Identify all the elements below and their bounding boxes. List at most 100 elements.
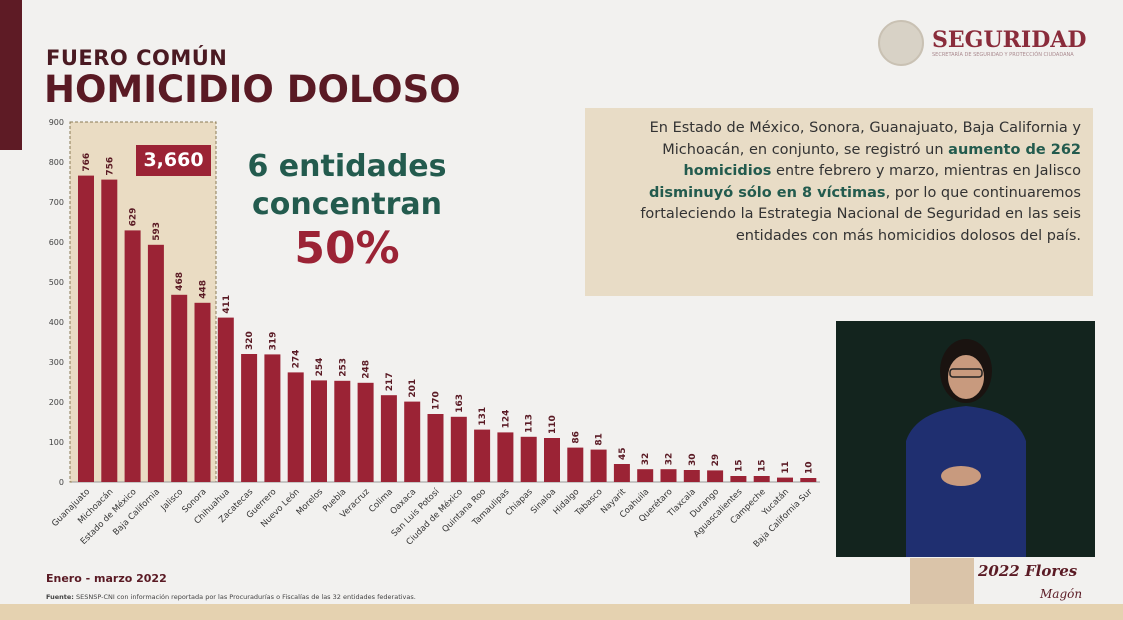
logo-name: SEGURIDAD (932, 27, 1087, 53)
bar (544, 438, 560, 482)
bar (450, 416, 467, 482)
bar-value-label: 254 (315, 358, 325, 377)
bar-value-label: 32 (665, 453, 675, 466)
bar (660, 469, 677, 482)
page-title: HOMICIDIO DOLOSO (44, 68, 461, 111)
concentration-percent: 50% (294, 223, 400, 274)
bar (241, 354, 258, 482)
bar-value-label: 110 (548, 415, 558, 434)
bar (777, 477, 793, 482)
bar (707, 470, 724, 482)
bar (497, 432, 514, 482)
logo-subtitle: SECRETARÍA DE SEGURIDAD Y PROTECCIÓN CIU… (932, 52, 1074, 58)
x-tick-label: Morelos (295, 487, 326, 518)
bar-value-label: 468 (175, 272, 185, 291)
bar-value-label: 131 (478, 407, 488, 426)
bar-value-label: 766 (82, 153, 92, 172)
y-tick-label: 600 (49, 238, 64, 247)
period-label: Enero - marzo 2022 (46, 572, 167, 585)
flores-magon-badge: 2022 Flores Magón (910, 558, 1082, 604)
summary-text: En Estado de México, Sonora, Guanajuato,… (649, 120, 1081, 158)
bar (147, 244, 164, 482)
bottom-band (0, 604, 1123, 620)
bar-value-label: 15 (758, 459, 768, 472)
bar (264, 354, 281, 482)
bar (171, 294, 188, 482)
bar (287, 372, 304, 482)
concentration-line2: concentran (252, 187, 442, 222)
y-tick-label: 700 (49, 198, 64, 207)
bar (311, 380, 327, 482)
bar-value-label: 15 (734, 459, 744, 472)
bar (124, 230, 141, 482)
bar-value-label: 113 (525, 414, 535, 433)
y-tick-label: 0 (59, 478, 64, 487)
bar (613, 464, 630, 482)
summary-bold: disminuyó sólo en 8 víctimas (649, 184, 886, 201)
bar (101, 179, 118, 482)
bar (730, 476, 747, 482)
summary-text: , por lo que continuaremos fortaleciendo… (640, 184, 1081, 244)
bar-value-label: 124 (501, 410, 511, 429)
bar-value-label: 593 (152, 222, 162, 241)
summary-bold: aumento de 262 homicidios (683, 141, 1081, 180)
sign-language-interpreter-video (836, 321, 1095, 557)
y-tick-label: 200 (49, 398, 64, 407)
bar (334, 380, 351, 482)
bar (357, 382, 374, 482)
bar (427, 414, 444, 482)
source-note: Fuente: SESNSP-CNI con información repor… (46, 593, 416, 601)
bar-value-label: 86 (571, 431, 581, 444)
bar-value-label: 319 (268, 332, 278, 351)
bar (380, 395, 397, 482)
bar-value-label: 32 (641, 453, 651, 466)
bar (194, 302, 211, 482)
bar (683, 470, 700, 482)
bar-value-label: 411 (222, 295, 232, 314)
summary-text: entre febrero y marzo, mientras en Jalis… (771, 163, 1081, 179)
bar (474, 429, 491, 482)
bar (78, 175, 94, 482)
bar-value-label: 253 (338, 358, 348, 377)
bar (753, 476, 770, 482)
bar (637, 469, 654, 482)
bar-value-label: 201 (408, 379, 418, 398)
source-label: Fuente: (46, 593, 74, 601)
concentration-text: 6 entidades concentran (232, 148, 462, 224)
source-text: SESNSP-CNI con información reportada por… (75, 593, 416, 601)
bar (567, 447, 584, 482)
bar-value-label: 163 (455, 394, 465, 413)
seal-icon (878, 20, 924, 66)
badge-line1: 2022 Flores (977, 562, 1078, 580)
concentration-line1: 6 entidades (247, 149, 447, 184)
bar (590, 449, 607, 482)
seguridad-logo: SEGURIDAD SECRETARÍA DE SEGURIDAD Y PROT… (878, 20, 1086, 66)
bar-value-label: 45 (618, 447, 628, 460)
bar-value-label: 756 (105, 157, 115, 176)
total-badge: 3,660 (136, 145, 211, 176)
bar-value-label: 274 (292, 350, 302, 369)
kicker: FUERO COMÚN (46, 46, 228, 70)
bar-value-label: 81 (595, 433, 605, 446)
y-tick-label: 400 (49, 318, 64, 327)
bar-value-label: 11 (781, 461, 791, 474)
bar-value-label: 30 (688, 453, 698, 466)
bar-value-label: 629 (129, 208, 139, 227)
bar-value-label: 448 (199, 280, 209, 299)
y-tick-label: 100 (49, 438, 64, 447)
bar-value-label: 10 (804, 461, 814, 474)
decorative-stripe (0, 0, 22, 150)
y-tick-label: 800 (49, 158, 64, 167)
y-tick-label: 300 (49, 358, 64, 367)
bar-value-label: 248 (362, 360, 372, 379)
bar-value-label: 217 (385, 372, 395, 391)
bar (217, 317, 234, 482)
bar-value-label: 29 (711, 454, 721, 467)
bar (800, 478, 817, 482)
summary-textbox: En Estado de México, Sonora, Guanajuato,… (585, 108, 1093, 296)
bar (404, 401, 421, 482)
interpreter-figure (906, 339, 1026, 557)
bar-value-label: 170 (432, 391, 442, 410)
badge-line2: Magón (1039, 587, 1082, 601)
bar-value-label: 320 (245, 331, 255, 350)
